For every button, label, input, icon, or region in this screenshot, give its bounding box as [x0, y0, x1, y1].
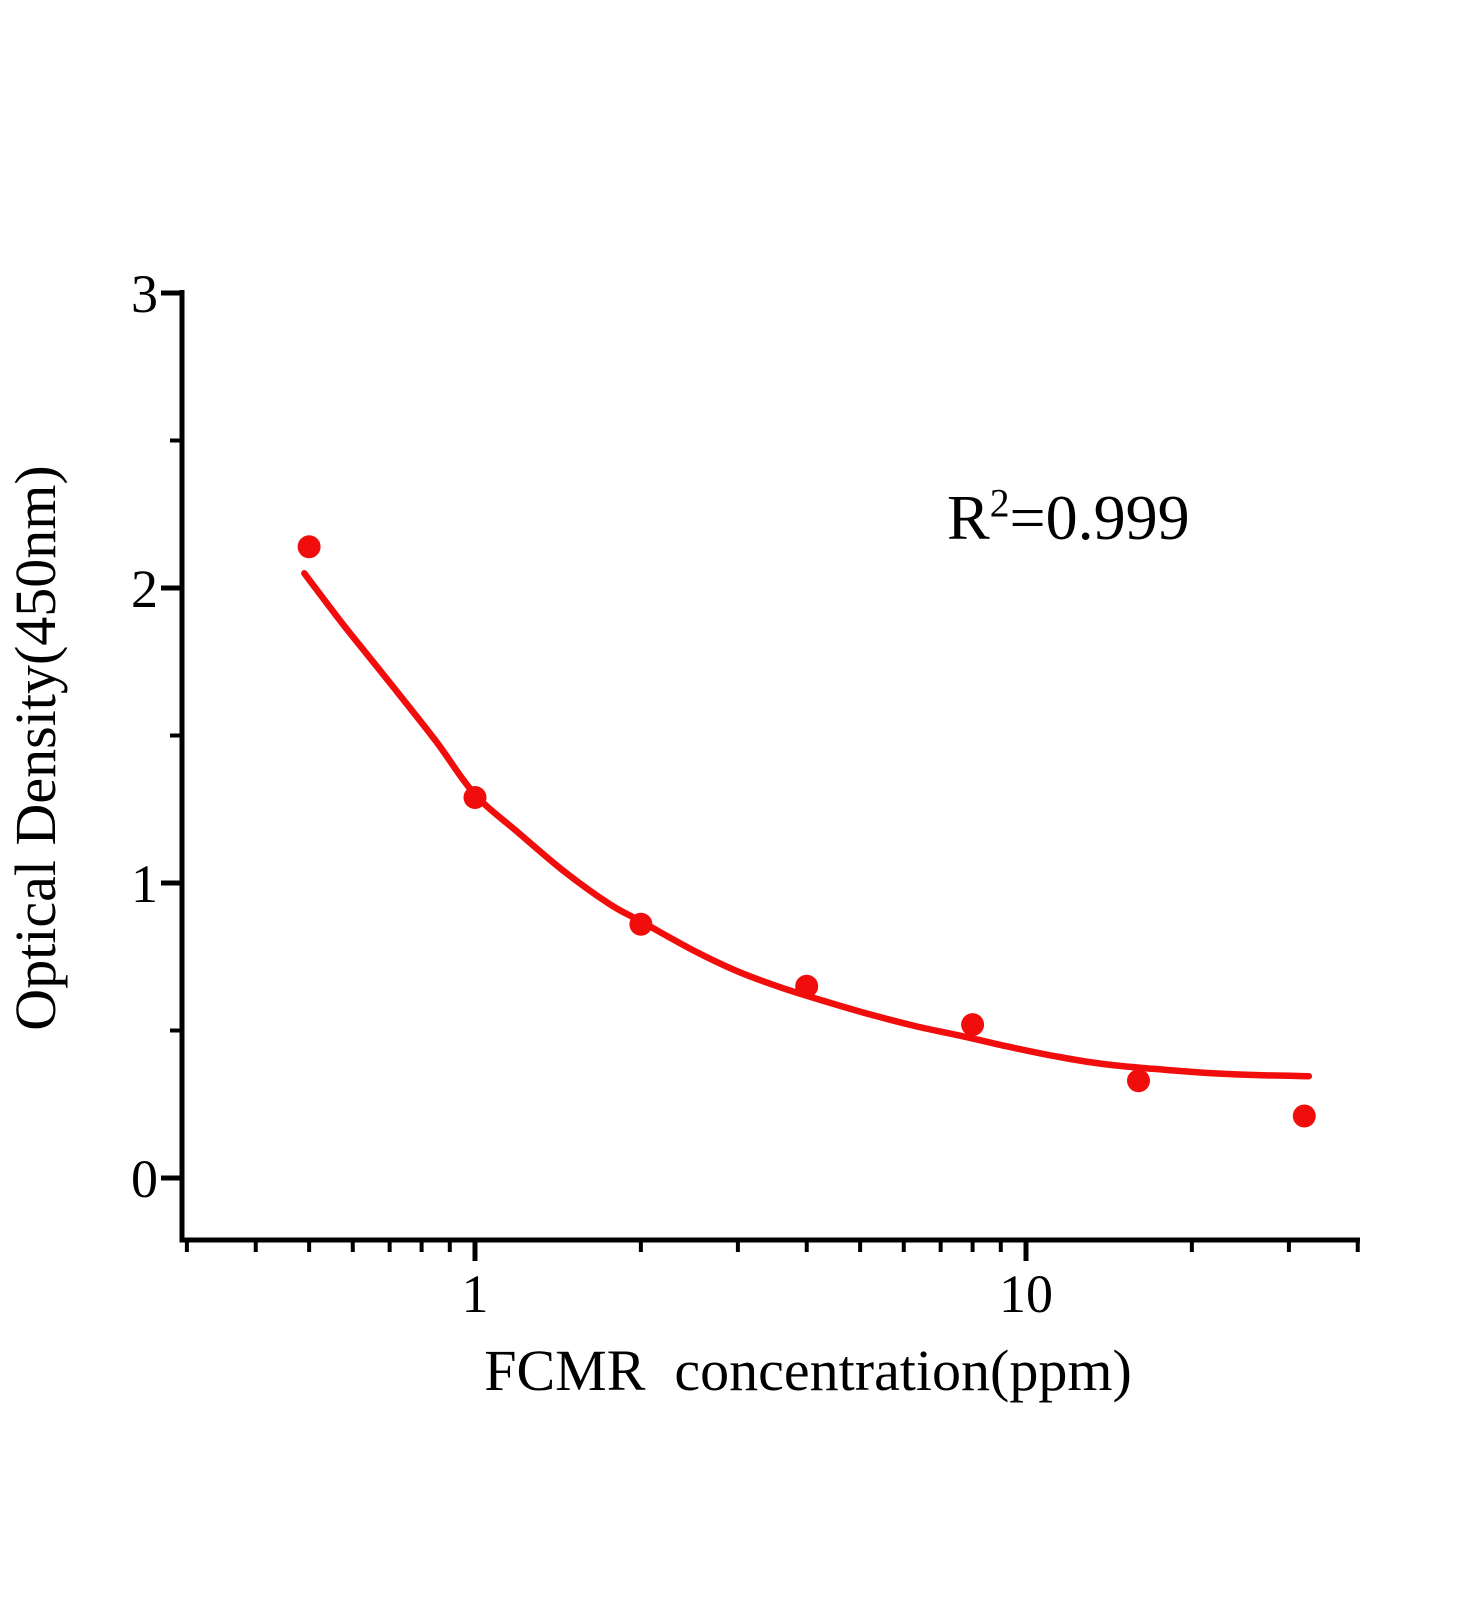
y-tick-label: 0: [131, 1149, 158, 1209]
data-point: [961, 1013, 985, 1037]
x-tick-label: 1: [462, 1264, 489, 1324]
r-squared-annotation: R2=0.999: [947, 484, 1190, 550]
r-squared-exponent: 2: [989, 481, 1010, 526]
r-squared-base: R: [947, 482, 990, 553]
y-tick-label: 2: [131, 559, 158, 619]
data-point: [463, 786, 487, 809]
data-point: [629, 912, 653, 936]
r-squared-value: =0.999: [1009, 482, 1190, 553]
y-tick-label: 1: [131, 854, 158, 914]
y-tick-label: 3: [131, 264, 158, 324]
data-point: [297, 535, 321, 559]
data-point: [1127, 1069, 1150, 1093]
y-axis-title: Optical Density(450nm): [3, 465, 68, 1031]
x-tick-label: 10: [999, 1264, 1053, 1324]
data-point: [1292, 1104, 1316, 1128]
data-point: [795, 974, 819, 998]
x-axis-title: FCMR concentration(ppm): [484, 1338, 1132, 1403]
fit-curve-line: [301, 570, 1313, 1080]
